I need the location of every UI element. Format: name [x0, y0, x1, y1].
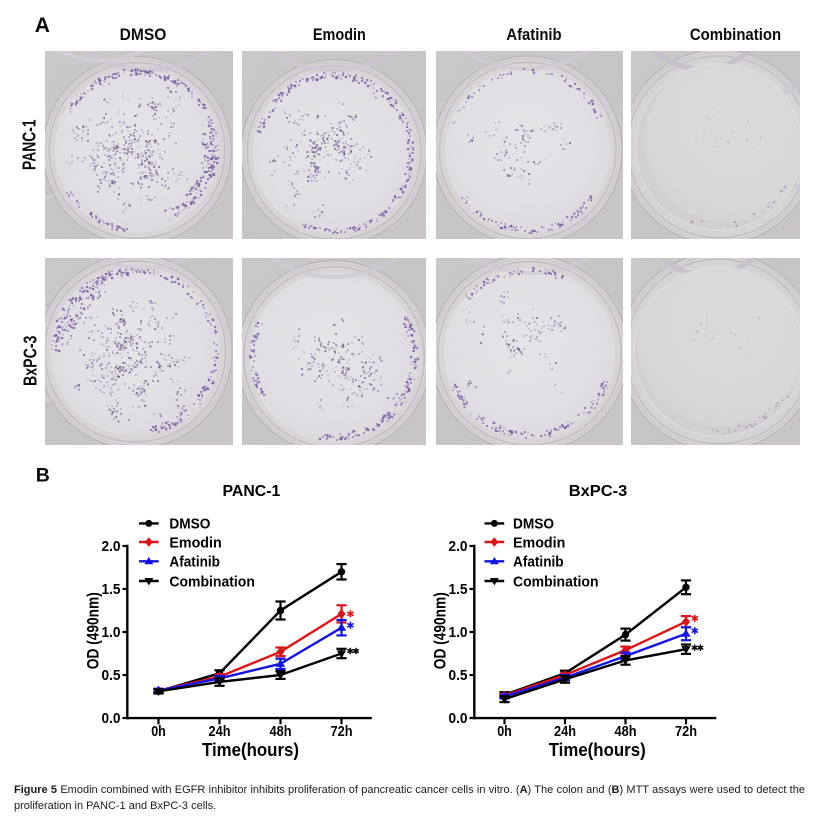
svg-text:DMSO: DMSO	[169, 517, 210, 533]
svg-text:PANC-1: PANC-1	[223, 483, 281, 500]
svg-text:Emodin: Emodin	[513, 535, 565, 551]
svg-text:A: A	[35, 14, 50, 37]
svg-text:0.0: 0.0	[449, 710, 468, 727]
svg-text:OD (490nm): OD (490nm)	[84, 592, 102, 669]
svg-text:72h: 72h	[675, 724, 697, 740]
svg-text:1.5: 1.5	[102, 581, 121, 598]
svg-text:Afatinib: Afatinib	[506, 25, 561, 44]
svg-text:Time(hours): Time(hours)	[202, 739, 299, 760]
svg-text:48h: 48h	[615, 724, 637, 740]
svg-text:Combination: Combination	[690, 25, 781, 44]
svg-text:0h: 0h	[497, 724, 512, 740]
svg-text:0.0: 0.0	[102, 710, 121, 727]
svg-text:Emodin: Emodin	[313, 25, 366, 44]
svg-text:24h: 24h	[209, 724, 231, 740]
svg-text:PANC-1: PANC-1	[20, 119, 40, 170]
svg-text:Afatinib: Afatinib	[169, 555, 220, 571]
svg-text:Afatinib: Afatinib	[513, 555, 564, 571]
svg-text:48h: 48h	[270, 724, 292, 740]
svg-text:2.0: 2.0	[102, 538, 121, 555]
svg-text:1.5: 1.5	[449, 581, 468, 598]
svg-text:DMSO: DMSO	[513, 517, 554, 533]
svg-text:Time(hours): Time(hours)	[549, 739, 646, 760]
svg-text:1.0: 1.0	[449, 624, 468, 641]
svg-text:Combination: Combination	[169, 574, 255, 590]
svg-text:24h: 24h	[554, 724, 576, 740]
svg-text:0h: 0h	[151, 724, 166, 740]
svg-text:BxPC-3: BxPC-3	[569, 483, 628, 500]
svg-text:0.5: 0.5	[102, 667, 121, 684]
svg-text:1.0: 1.0	[102, 624, 121, 641]
svg-text:OD (490nm): OD (490nm)	[431, 592, 449, 669]
svg-text:Emodin: Emodin	[169, 535, 221, 551]
svg-text:BxPC-3: BxPC-3	[21, 336, 41, 387]
svg-text:Combination: Combination	[513, 574, 599, 590]
svg-text:2.0: 2.0	[449, 538, 468, 555]
svg-text:72h: 72h	[331, 724, 353, 740]
svg-text:DMSO: DMSO	[120, 25, 167, 44]
svg-text:0.5: 0.5	[449, 667, 468, 684]
svg-text:B: B	[36, 465, 50, 487]
